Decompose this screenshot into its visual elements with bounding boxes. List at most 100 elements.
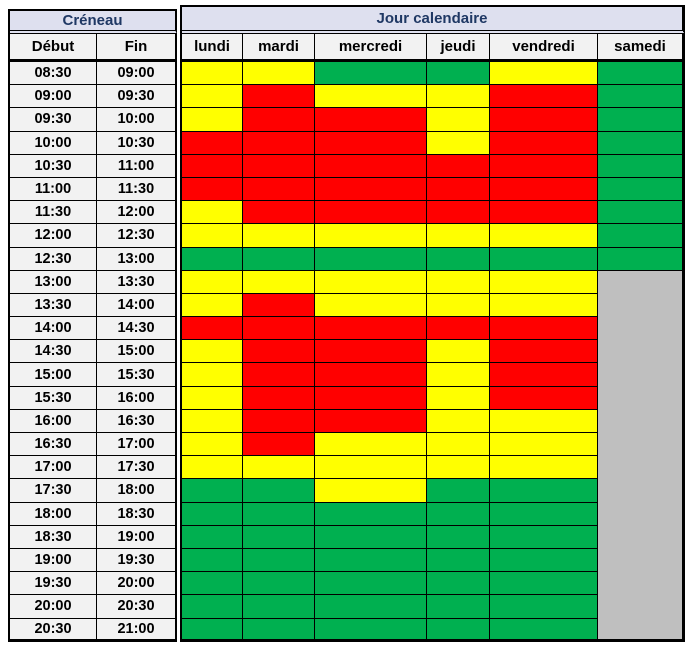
slot-cell-lundi[interactable] <box>182 85 243 109</box>
time-end-cell[interactable]: 17:00 <box>97 433 177 457</box>
slot-cell-jeudi[interactable] <box>427 85 490 109</box>
slot-cell-lundi[interactable] <box>182 154 243 178</box>
slot-cell-vendredi[interactable] <box>490 177 598 202</box>
slot-cell-jeudi[interactable] <box>427 456 490 480</box>
slot-cell-mercredi[interactable] <box>315 340 427 364</box>
slot-cell-vendredi[interactable] <box>490 572 598 596</box>
slot-cell-mercredi[interactable] <box>315 201 427 225</box>
slot-cell-lundi[interactable] <box>182 479 243 503</box>
slot-cell-jeudi[interactable] <box>427 548 490 573</box>
day-header-cell-mardi[interactable]: mardi <box>243 34 315 62</box>
slot-cell-mercredi[interactable] <box>315 456 427 480</box>
time-start-cell[interactable]: 14:00 <box>10 317 97 341</box>
time-end-cell[interactable]: 10:00 <box>97 108 177 132</box>
slot-cell-vendredi[interactable] <box>490 479 598 503</box>
slot-cell-vendredi[interactable] <box>490 525 598 549</box>
slot-cell-mardi[interactable] <box>243 247 315 271</box>
slot-cell-vendredi[interactable] <box>490 595 598 619</box>
slot-cell-lundi[interactable] <box>182 317 243 341</box>
slot-cell-vendredi[interactable] <box>490 340 598 364</box>
slot-cell-mardi[interactable] <box>243 502 315 526</box>
slot-cell-jeudi[interactable] <box>427 201 490 225</box>
slot-cell-vendredi[interactable] <box>490 247 598 271</box>
slot-cell-vendredi[interactable] <box>490 548 598 573</box>
slot-cell-jeudi[interactable] <box>427 572 490 596</box>
slot-cell-mardi[interactable] <box>243 363 315 387</box>
slot-cell-vendredi[interactable] <box>490 618 598 642</box>
time-end-cell[interactable]: 12:00 <box>97 201 177 225</box>
slot-cell-mercredi[interactable] <box>315 409 427 433</box>
slot-cell-mardi[interactable] <box>243 201 315 225</box>
slot-cell-mercredi[interactable] <box>315 62 427 86</box>
slot-cell-vendredi[interactable] <box>490 154 598 178</box>
slot-cell-vendredi[interactable] <box>490 108 598 132</box>
time-start-cell[interactable]: 15:30 <box>10 386 97 410</box>
slot-cell-jeudi[interactable] <box>427 293 490 318</box>
slot-cell-mardi[interactable] <box>243 108 315 132</box>
slot-cell-mardi[interactable] <box>243 456 315 480</box>
slot-cell-jeudi[interactable] <box>427 62 490 86</box>
slot-cell-vendredi[interactable] <box>490 201 598 225</box>
slot-cell-lundi[interactable] <box>182 525 243 549</box>
slot-cell-lundi[interactable] <box>182 201 243 225</box>
slot-cell-vendredi[interactable] <box>490 456 598 480</box>
time-end-cell[interactable]: 12:30 <box>97 224 177 248</box>
slot-cell-mercredi[interactable] <box>315 618 427 642</box>
day-header-cell-jeudi[interactable]: jeudi <box>427 34 490 62</box>
time-end-cell[interactable]: 11:30 <box>97 177 177 202</box>
slot-cell-jeudi[interactable] <box>427 502 490 526</box>
time-end-cell[interactable]: 11:00 <box>97 154 177 178</box>
slot-cell-samedi[interactable] <box>598 224 685 248</box>
slot-cell-vendredi[interactable] <box>490 433 598 457</box>
slot-cell-mercredi[interactable] <box>315 479 427 503</box>
slot-cell-samedi[interactable] <box>598 247 685 271</box>
slot-cell-mardi[interactable] <box>243 479 315 503</box>
time-end-cell[interactable]: 14:00 <box>97 293 177 318</box>
slot-cell-jeudi[interactable] <box>427 409 490 433</box>
slot-cell-mercredi[interactable] <box>315 154 427 178</box>
time-end-cell[interactable]: 10:30 <box>97 131 177 155</box>
time-start-cell[interactable]: 09:00 <box>10 85 97 109</box>
slot-cell-lundi[interactable] <box>182 409 243 433</box>
time-start-cell[interactable]: 12:00 <box>10 224 97 248</box>
slot-cell-samedi[interactable] <box>598 108 685 132</box>
time-end-cell[interactable]: 15:00 <box>97 340 177 364</box>
slot-cell-mardi[interactable] <box>243 618 315 642</box>
slot-cell-mercredi[interactable] <box>315 177 427 202</box>
slot-cell-jeudi[interactable] <box>427 108 490 132</box>
slot-cell-lundi[interactable] <box>182 548 243 573</box>
slot-cell-mardi[interactable] <box>243 317 315 341</box>
slot-cell-lundi[interactable] <box>182 293 243 318</box>
slot-cell-mardi[interactable] <box>243 270 315 294</box>
time-end-cell[interactable]: 14:30 <box>97 317 177 341</box>
slot-cell-jeudi[interactable] <box>427 363 490 387</box>
creneau-header-cell[interactable]: Créneau <box>10 11 177 34</box>
slot-cell-jeudi[interactable] <box>427 595 490 619</box>
time-end-cell[interactable]: 18:30 <box>97 502 177 526</box>
slot-cell-mardi[interactable] <box>243 224 315 248</box>
slot-cell-mercredi[interactable] <box>315 108 427 132</box>
time-start-cell[interactable]: 11:30 <box>10 201 97 225</box>
time-start-cell[interactable]: 17:00 <box>10 456 97 480</box>
slot-cell-mercredi[interactable] <box>315 247 427 271</box>
time-start-cell[interactable]: 08:30 <box>10 62 97 86</box>
slot-cell-lundi[interactable] <box>182 456 243 480</box>
slot-cell-vendredi[interactable] <box>490 62 598 86</box>
time-end-cell[interactable]: 20:00 <box>97 572 177 596</box>
slot-cell-samedi[interactable] <box>598 154 685 178</box>
slot-cell-mardi[interactable] <box>243 595 315 619</box>
time-end-cell[interactable]: 19:00 <box>97 525 177 549</box>
slot-cell-lundi[interactable] <box>182 595 243 619</box>
slot-cell-mercredi[interactable] <box>315 85 427 109</box>
closed-slot-region-samedi[interactable] <box>598 270 685 642</box>
time-start-cell[interactable]: 14:30 <box>10 340 97 364</box>
slot-cell-mardi[interactable] <box>243 525 315 549</box>
slot-cell-mercredi[interactable] <box>315 131 427 155</box>
day-header-cell-lundi[interactable]: lundi <box>182 34 243 62</box>
time-end-cell[interactable]: 15:30 <box>97 363 177 387</box>
time-start-cell[interactable]: 19:30 <box>10 572 97 596</box>
time-start-cell[interactable]: 18:00 <box>10 502 97 526</box>
slot-cell-mardi[interactable] <box>243 293 315 318</box>
day-header-cell-mercredi[interactable]: mercredi <box>315 34 427 62</box>
slot-cell-lundi[interactable] <box>182 433 243 457</box>
